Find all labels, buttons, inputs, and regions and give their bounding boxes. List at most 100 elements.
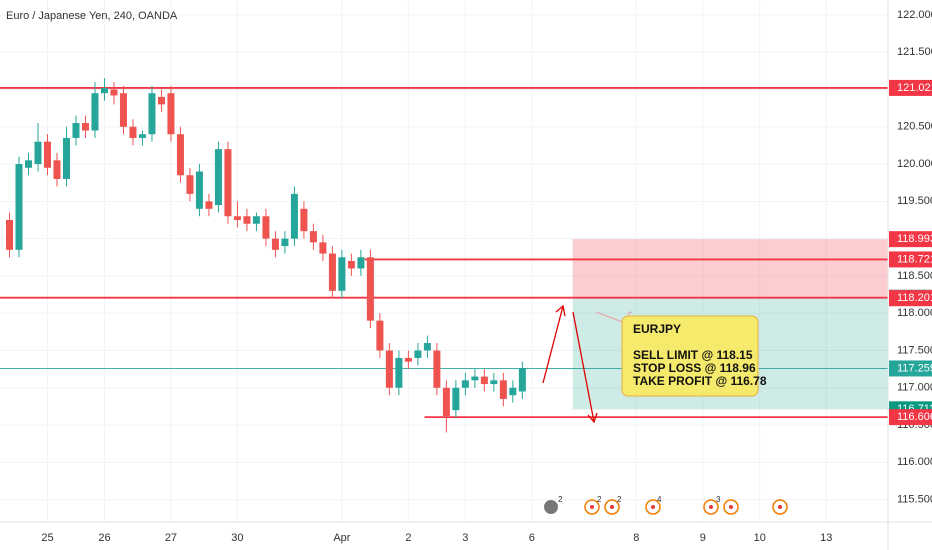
candle-body [53,160,61,179]
axes: 115.500116.000116.500117.000117.500118.0… [41,9,932,544]
price-label-bg [889,360,932,377]
arrow [542,305,564,384]
candle-body [43,141,51,168]
stop-zone [572,239,888,298]
candle-body [205,201,213,209]
x-tick-label: 30 [231,532,243,544]
candle-body [319,242,327,254]
x-tick-label: 9 [700,532,706,544]
candle-body [452,387,460,411]
x-tick-label: Apr [333,532,350,544]
candle-body [214,149,222,206]
x-tick-label: 25 [41,532,53,544]
candle-body [281,238,289,247]
y-tick-label: 121.500 [897,46,932,58]
grid [0,0,888,522]
annotation-line: TAKE PROFIT @ 116.78 [633,374,767,388]
arrows [542,304,598,424]
candle-body [290,193,298,239]
annotation-title: EURJPY [633,322,681,336]
price-label: 121.021 [897,82,932,94]
event-dot [610,505,614,509]
y-tick-label: 119.500 [897,195,932,207]
event-dot [590,505,594,509]
candle-body [5,219,13,250]
price-label-bg [889,290,932,307]
x-tick-label: 27 [165,532,177,544]
candle-body [62,137,70,179]
candle-body [100,87,108,94]
candle-body [157,96,165,105]
x-tick-label: 6 [529,532,535,544]
candle-body [148,93,156,135]
y-tick-label: 117.500 [897,344,932,356]
arrow [572,311,595,423]
candle-body [167,93,175,135]
candle-body [138,134,146,138]
candle-body [224,149,232,217]
candle-body [271,238,279,250]
candle-body [395,357,403,388]
candle-body [81,123,89,131]
candle-body [461,380,469,388]
price-label-bg [889,79,932,96]
price-label: 117.259 [897,362,932,374]
candle-body [414,350,422,358]
annotation-line: SELL LIMIT @ 118.15 [633,348,753,362]
candle-body [15,164,23,250]
candle-body [404,357,412,362]
candle-body [72,123,80,138]
callout-box [621,315,759,397]
price-label: 118.721 [897,253,932,265]
x-tick-label: 2 [405,532,411,544]
y-tick-label: 117.000 [897,382,932,394]
y-tick-label: 116.000 [897,456,932,468]
candle-body [480,376,488,385]
candle-body [442,387,450,417]
y-tick-label: 118.500 [897,270,932,282]
candle-body [499,380,507,399]
candle-body [110,89,118,96]
candle-body [119,93,127,127]
event-dot [729,505,733,509]
x-tick-label: 8 [633,532,639,544]
candle-body [509,387,517,396]
y-tick-label: 115.500 [897,494,932,506]
price-label-bg [889,251,932,268]
candle-body [376,320,384,351]
candle-body [328,253,336,291]
candle-body [243,216,251,224]
candle-body [24,160,32,168]
candle-body [186,175,194,194]
candle-body [385,350,393,388]
candle-body [347,261,355,269]
price-label-bg [889,231,932,248]
event-count: 4 [657,495,662,504]
event-dot [709,505,713,509]
candle-body [233,216,241,220]
candle-body [252,216,260,224]
candle-body [338,257,346,291]
event-count: 2 [597,495,602,504]
candle-body [518,368,526,392]
y-tick-label: 118.000 [897,307,932,319]
x-tick-label: 13 [820,532,832,544]
arrow-head [555,304,566,317]
candle-body [423,343,431,351]
candle-body [357,257,365,269]
candle-body [262,216,270,239]
x-tick-label: 3 [462,532,468,544]
candle-body [490,380,498,385]
events: 2 2 2 4 3 [544,495,788,515]
annotation: EURJPY SELL LIMIT @ 118.15 STOP LOSS @ 1… [595,311,767,397]
event-dot [778,505,782,509]
candle-body [34,141,42,165]
y-tick-label: 122.000 [897,9,932,21]
arrow-head [587,412,598,424]
candle-body [366,257,374,321]
price-label: 116.606 [897,411,932,423]
candle-body [471,376,479,381]
